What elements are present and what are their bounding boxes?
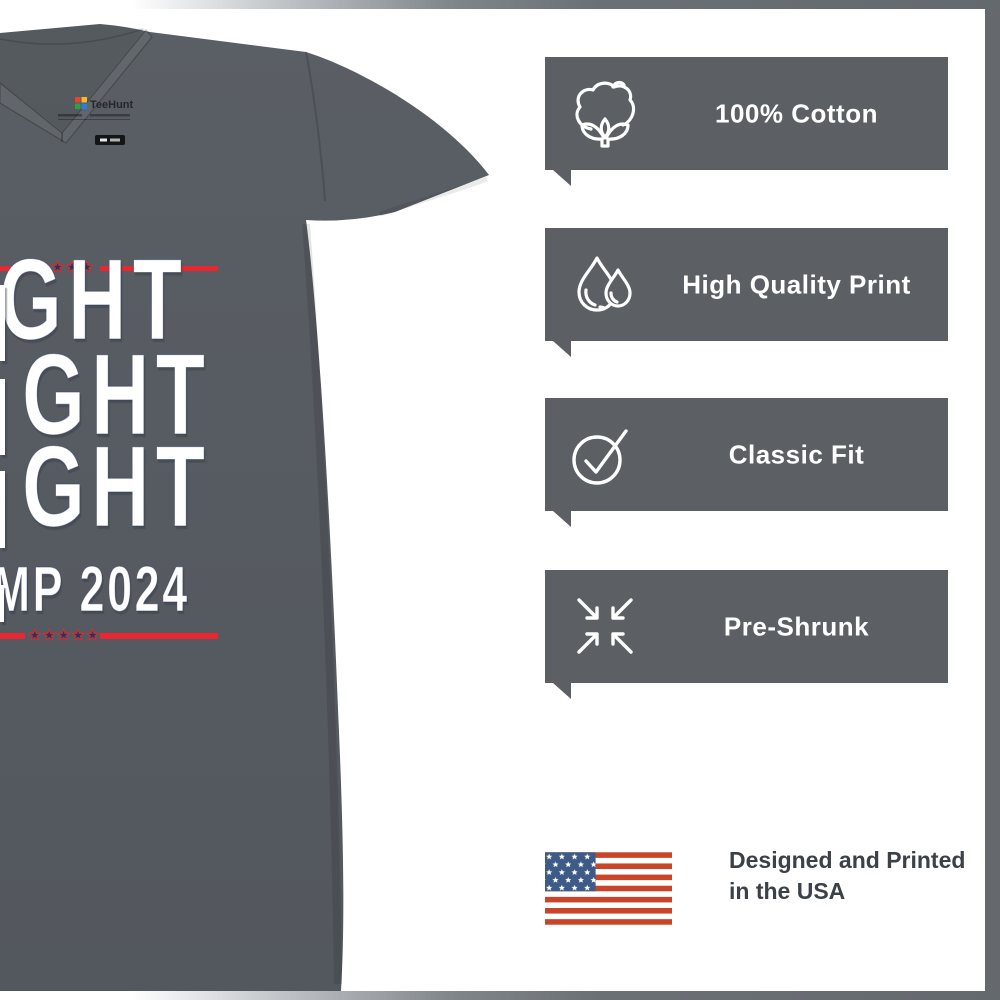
usa-note: Designed and Printed in the USA bbox=[729, 845, 965, 907]
feature-label: Classic Fit bbox=[728, 439, 865, 469]
tshirt-fabric bbox=[0, 24, 489, 991]
care-text-line bbox=[90, 114, 130, 117]
print-line-2: GHT bbox=[21, 331, 211, 459]
print-rule-bottom-left bbox=[0, 633, 25, 639]
brand-logo-icon bbox=[75, 97, 87, 109]
body-fold bbox=[302, 223, 342, 985]
star-icon: ★ bbox=[36, 258, 50, 276]
cropped-letter-sliver bbox=[0, 285, 5, 361]
sleeve-fold bbox=[379, 176, 488, 217]
usa-flag-icon bbox=[545, 852, 672, 925]
back-collar-seam bbox=[0, 28, 144, 45]
star-icon: ★ bbox=[65, 258, 79, 276]
feature-card-preshrunk: Pre-Shrunk bbox=[545, 570, 948, 699]
print-line-1: GHT bbox=[0, 236, 188, 364]
size-tag bbox=[95, 135, 125, 145]
feature-label: High Quality Print bbox=[682, 269, 911, 299]
cropped-letter-sliver bbox=[0, 379, 5, 455]
sleeve-seam bbox=[305, 51, 326, 202]
care-text-line bbox=[58, 114, 82, 117]
print-star-row-bottom: ★ ★ ★ ★ ★ bbox=[27, 626, 100, 644]
usa-note-line1: Designed and Printed bbox=[729, 847, 966, 873]
star-icon: ★ bbox=[27, 626, 42, 644]
star-icon: ★ bbox=[71, 626, 85, 644]
print-rule-top-left bbox=[0, 266, 18, 271]
star-icon: ★ bbox=[56, 626, 71, 644]
water-drop-icon bbox=[569, 248, 641, 320]
feature-card-cotton: 100% Cotton bbox=[545, 57, 948, 186]
feature-label: 100% Cotton bbox=[715, 98, 878, 128]
shrink-arrows-icon bbox=[569, 590, 641, 662]
star-icon: ★ bbox=[21, 258, 36, 276]
cropped-letter-sliver bbox=[0, 471, 5, 548]
brand-name: TeeHunt bbox=[90, 99, 134, 111]
cropped-letter-sliver bbox=[0, 585, 4, 622]
neck-label: TeeHunt bbox=[58, 97, 134, 145]
bottom-gradient-bar bbox=[0, 991, 1000, 1000]
label-rule bbox=[58, 119, 130, 120]
collar-band bbox=[0, 29, 153, 144]
print-rule-top-right bbox=[100, 266, 218, 271]
vneck-opening bbox=[0, 24, 145, 131]
top-gradient-bar bbox=[0, 0, 1000, 9]
right-edge-bar bbox=[985, 0, 1000, 1000]
star-icon: ★ bbox=[50, 258, 65, 276]
print-rule-bottom-right bbox=[100, 633, 218, 639]
tshirt-photo: TeeHunt bbox=[0, 9, 540, 991]
check-circle-icon bbox=[569, 418, 641, 490]
tshirt-graphic: TeeHunt bbox=[0, 24, 489, 991]
star-icon: ★ bbox=[79, 258, 94, 276]
feature-card-print: High Quality Print bbox=[545, 228, 948, 357]
feature-label: Pre-Shrunk bbox=[723, 611, 870, 641]
usa-note-line2: in the USA bbox=[729, 878, 846, 904]
print-line-4: MP 2024 bbox=[0, 553, 190, 625]
cotton-icon bbox=[569, 77, 641, 149]
star-icon: ★ bbox=[42, 626, 56, 644]
star-icon: ★ bbox=[85, 626, 100, 644]
print-star-row-top: ★ ★ ★ ★ ★ bbox=[21, 258, 94, 276]
print-line-3: GHT bbox=[21, 423, 211, 551]
feature-card-fit: Classic Fit bbox=[545, 398, 948, 527]
